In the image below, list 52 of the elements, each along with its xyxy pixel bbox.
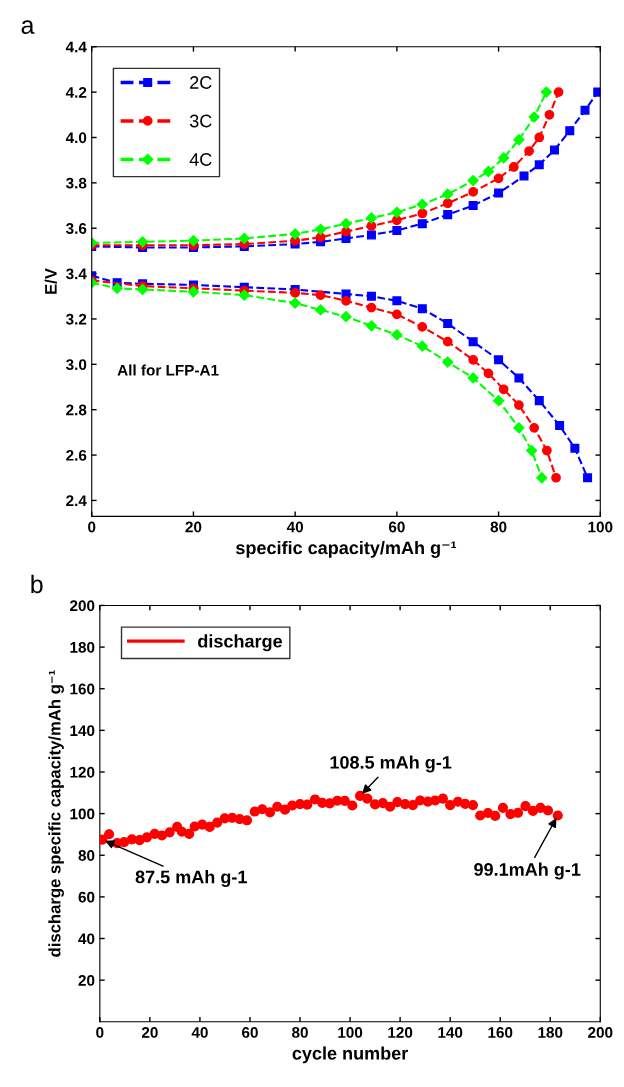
y-tick-label: 3.0 <box>65 359 87 371</box>
x-tick-label: 20 <box>185 521 202 533</box>
x-tick-label: 60 <box>242 1027 258 1038</box>
y-tick-label: 140 <box>70 725 95 737</box>
y-tick-label: 180 <box>70 641 95 653</box>
y-tick-label: 160 <box>70 683 95 695</box>
x-axis-title: specific capacity/mAh g⁻¹ <box>236 540 457 558</box>
y-tick-label: 3.6 <box>65 223 87 234</box>
legend-label: 2C <box>190 76 212 89</box>
y-tick-label: 120 <box>70 766 95 778</box>
x-axis-title: cycle number <box>292 1046 408 1064</box>
y-tick-label: 80 <box>78 850 95 861</box>
legend-label: 3C <box>189 114 212 128</box>
x-tick-label: 20 <box>141 1027 158 1038</box>
y-tick-label: 100 <box>70 808 95 820</box>
legend-label: 4C <box>189 153 212 166</box>
x-tick-label: 40 <box>191 1027 208 1038</box>
x-tick-label: 0 <box>96 1027 104 1038</box>
y-tick-label: 2.8 <box>66 404 87 416</box>
x-tick-label: 120 <box>388 1027 413 1038</box>
y-tick-label: 200 <box>70 600 95 612</box>
y-tick-label: 60 <box>78 891 95 903</box>
y-axis-title: discharge specific capacity/mAh g⁻¹ <box>48 670 64 957</box>
chart-title: a <box>21 20 35 34</box>
x-tick-label: 200 <box>588 1027 613 1038</box>
annotation: 99.1mAh g-1 <box>474 862 581 880</box>
chart-title: b <box>31 574 43 594</box>
annotation: 108.5 mAh g-1 <box>330 755 452 773</box>
y-tick-label: 20 <box>78 975 95 986</box>
x-tick-label: 180 <box>538 1027 563 1038</box>
y-tick-label: 3.4 <box>65 268 87 280</box>
y-tick-label: 40 <box>78 933 95 945</box>
annotation: 87.5 mAh g-1 <box>135 870 247 887</box>
annotation: All for LFP-A1 <box>117 364 219 376</box>
x-tick-label: 100 <box>588 521 613 533</box>
y-tick-label: 2.4 <box>66 495 87 506</box>
y-tick-label: 2.6 <box>66 449 87 461</box>
x-tick-label: 140 <box>438 1027 463 1038</box>
legend-label: discharge <box>198 634 283 652</box>
y-axis-title: E/V <box>44 268 57 294</box>
x-tick-label: 0 <box>88 521 96 533</box>
x-tick-label: 60 <box>388 521 405 533</box>
y-tick-label: 3.8 <box>65 177 87 189</box>
y-tick-label: 4.4 <box>65 41 87 53</box>
y-tick-label: 4.2 <box>65 86 87 98</box>
y-tick-label: 4.0 <box>65 132 87 144</box>
x-tick-label: 100 <box>338 1027 363 1038</box>
x-tick-label: 40 <box>286 521 304 533</box>
x-tick-label: 160 <box>488 1027 513 1038</box>
x-tick-label: 80 <box>490 521 507 533</box>
y-tick-label: 3.2 <box>65 313 87 325</box>
x-tick-label: 80 <box>292 1027 308 1038</box>
